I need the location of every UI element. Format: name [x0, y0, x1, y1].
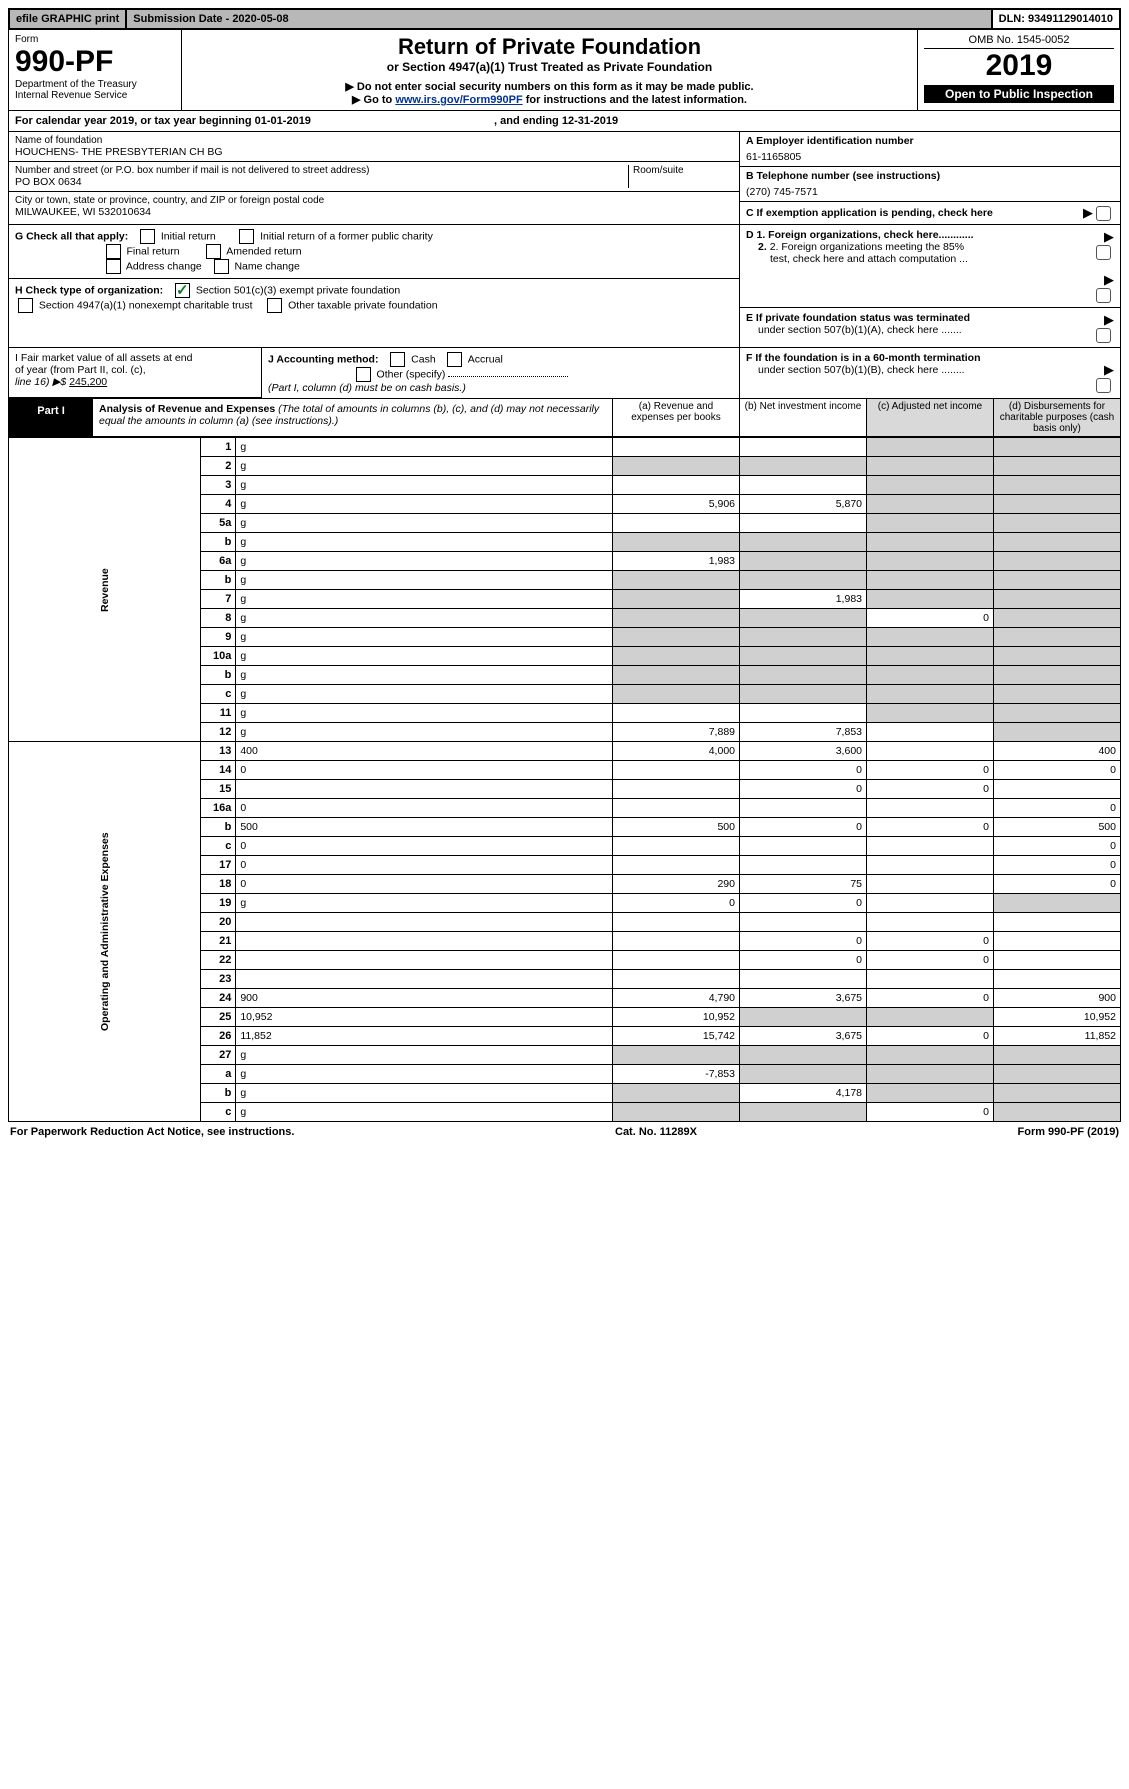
street-value: PO BOX 0634: [15, 176, 628, 188]
paperwork-notice: For Paperwork Reduction Act Notice, see …: [10, 1126, 294, 1138]
page-footer: For Paperwork Reduction Act Notice, see …: [8, 1122, 1121, 1142]
irs-link[interactable]: www.irs.gov/Form990PF: [395, 94, 522, 106]
dln-label: DLN: 93491129014010: [993, 10, 1119, 28]
col-a-header: (a) Revenue and expenses per books: [613, 399, 740, 436]
part-1-table: Revenue1g2g3g4g5,9065,8705agbg6ag1,983bg…: [8, 437, 1121, 1122]
open-inspection: Open to Public Inspection: [924, 85, 1114, 103]
phone-label: B Telephone number (see instructions): [746, 170, 1114, 182]
street-label: Number and street (or P.O. box number if…: [15, 165, 628, 176]
table-row: Operating and Administrative Expenses134…: [9, 742, 1121, 761]
amended-return-chk[interactable]: [206, 244, 221, 259]
form-reference: Form 990-PF (2019): [1018, 1126, 1119, 1138]
4947-chk[interactable]: [18, 298, 33, 313]
tax-year: 2019: [924, 49, 1114, 83]
name-change-chk[interactable]: [214, 259, 229, 274]
cat-number: Cat. No. 11289X: [615, 1126, 697, 1138]
dept-treasury: Department of the Treasury: [15, 79, 175, 90]
arrow-icon: ▶: [1083, 205, 1093, 221]
501c3-chk[interactable]: [175, 283, 190, 298]
form-title: Return of Private Foundation: [188, 34, 911, 60]
e-chk[interactable]: [1096, 328, 1111, 343]
d1-chk[interactable]: [1096, 245, 1111, 260]
part-1-label: Part I: [9, 399, 93, 436]
col-b-header: (b) Net investment income: [740, 399, 867, 436]
omb-number: OMB No. 1545-0052: [924, 34, 1114, 49]
submission-date: Submission Date - 2020-05-08: [127, 10, 992, 28]
initial-former-chk[interactable]: [239, 229, 254, 244]
revenue-section-label: Revenue: [9, 438, 201, 742]
part-1-header: Part I Analysis of Revenue and Expenses …: [8, 399, 1121, 437]
name-label: Name of foundation: [15, 135, 733, 146]
city-label: City or town, state or province, country…: [15, 195, 733, 206]
i-j-f-block: I Fair market value of all assets at end…: [8, 348, 1121, 399]
initial-return-chk[interactable]: [140, 229, 155, 244]
address-change-chk[interactable]: [106, 259, 121, 274]
col-c-header: (c) Adjusted net income: [867, 399, 994, 436]
ein-value: 61-1165805: [746, 151, 1114, 163]
irs-label: Internal Revenue Service: [15, 90, 175, 101]
d1-label: D 1. Foreign organizations, check here..…: [746, 229, 974, 241]
phone-value: (270) 745-7571: [746, 186, 1114, 198]
calendar-year-row: For calendar year 2019, or tax year begi…: [8, 111, 1121, 132]
city-value: MILWAUKEE, WI 532010634: [15, 206, 733, 218]
expenses-section-label: Operating and Administrative Expenses: [9, 742, 201, 1122]
g-d-block: G Check all that apply: Initial return I…: [8, 225, 1121, 348]
form-number: 990-PF: [15, 45, 175, 79]
cash-chk[interactable]: [390, 352, 405, 367]
other-method-chk[interactable]: [356, 367, 371, 382]
form-header: Form 990-PF Department of the Treasury I…: [8, 30, 1121, 111]
foundation-name: HOUCHENS- THE PRESBYTERIAN CH BG: [15, 146, 733, 158]
d2-chk[interactable]: [1096, 288, 1111, 303]
table-row: Revenue1g: [9, 438, 1121, 457]
efile-label[interactable]: efile GRAPHIC print: [10, 10, 127, 28]
c-exemption-label: C If exemption application is pending, c…: [746, 207, 1083, 219]
section-g: G Check all that apply: Initial return I…: [9, 225, 739, 279]
form-label: Form: [15, 34, 175, 45]
col-d-header: (d) Disbursements for charitable purpose…: [994, 399, 1120, 436]
f-chk[interactable]: [1096, 378, 1111, 393]
section-h: H Check type of organization: Section 50…: [9, 279, 739, 317]
goto-notice: ▶ Go to www.irs.gov/Form990PF for instru…: [188, 93, 911, 106]
accrual-chk[interactable]: [447, 352, 462, 367]
top-bar: efile GRAPHIC print Submission Date - 20…: [8, 8, 1121, 30]
ein-label: A Employer identification number: [746, 135, 1114, 147]
room-label: Room/suite: [633, 165, 733, 176]
form-subtitle: or Section 4947(a)(1) Trust Treated as P…: [188, 60, 911, 74]
entity-block: Name of foundation HOUCHENS- THE PRESBYT…: [8, 132, 1121, 225]
ssn-notice: ▶ Do not enter social security numbers o…: [188, 80, 911, 93]
other-taxable-chk[interactable]: [267, 298, 282, 313]
final-return-chk[interactable]: [106, 244, 121, 259]
fmv-value: 245,200: [69, 376, 107, 388]
c-checkbox[interactable]: [1096, 206, 1111, 221]
